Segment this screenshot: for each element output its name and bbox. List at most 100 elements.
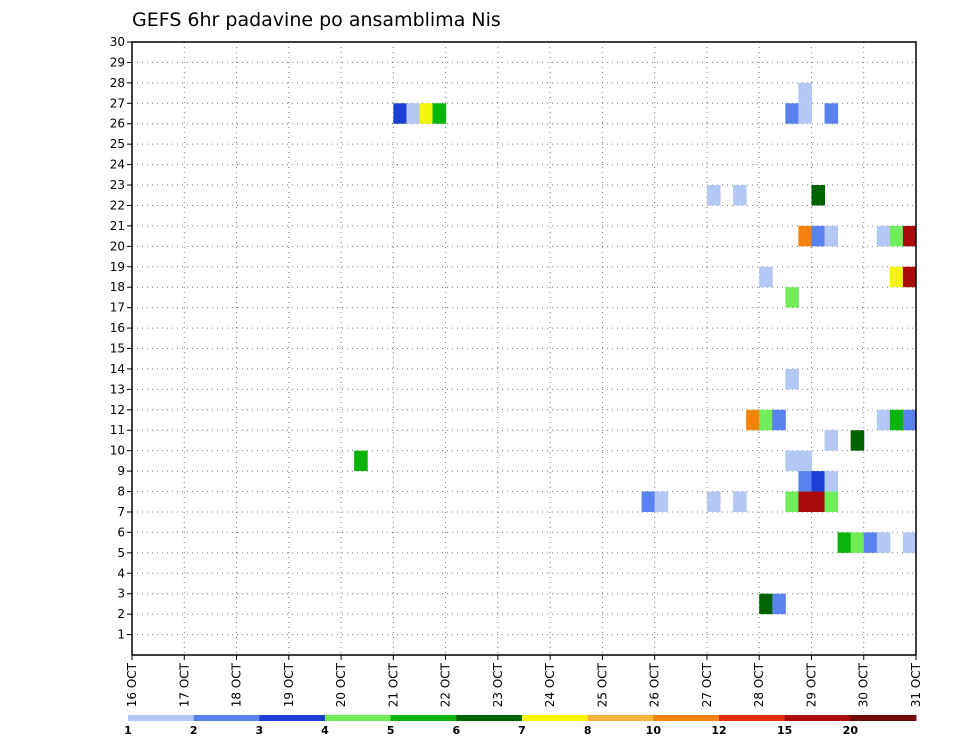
legend-swatch: [850, 715, 917, 721]
y-tick-label: 30: [110, 35, 125, 49]
heatmap-cell: [798, 103, 812, 124]
heatmap-cell: [850, 430, 865, 451]
heatmap-cell: [811, 185, 826, 206]
legend-swatch: [390, 715, 457, 721]
legend-swatch: [719, 715, 786, 721]
axis-ticks: [127, 41, 917, 660]
heatmap-cell: [706, 185, 721, 206]
heatmap-cell: [654, 491, 669, 512]
heatmap-cell: [706, 491, 721, 512]
heatmap-cell: [811, 225, 826, 247]
heatmap-cell: [863, 532, 878, 553]
legend-label: 1: [124, 724, 132, 737]
y-tick-label: 8: [117, 485, 125, 499]
x-tick-label: 29 OCT: [804, 662, 818, 707]
heatmap-cell: [759, 266, 773, 288]
color-legend: 1 2 3 4 5 6 7 8 10 12 15 20: [124, 715, 917, 737]
legend-swatch: [456, 715, 523, 721]
x-tick-label: 27 OCT: [700, 662, 714, 707]
y-tick-label: 7: [117, 505, 125, 519]
heatmap-cell: [785, 103, 799, 124]
y-tick-label: 19: [110, 260, 125, 274]
y-tick-label: 1: [117, 628, 125, 642]
legend-label: 4: [321, 724, 329, 737]
x-tick-label: 22 OCT: [439, 662, 453, 707]
legend-label: 5: [387, 724, 395, 737]
x-tick-label: 23 OCT: [491, 662, 505, 707]
heatmap-cell: [798, 450, 812, 472]
heatmap-cell: [759, 409, 773, 431]
chart-title: GEFS 6hr padavine po ansamblima Nis: [132, 9, 501, 31]
heatmap-cell: [850, 532, 865, 553]
x-tick-label: 21 OCT: [386, 662, 400, 707]
heatmap-cell: [354, 450, 368, 472]
heatmap-cell: [824, 225, 839, 247]
legend-swatch: [128, 715, 195, 721]
heatmap-cell: [889, 266, 904, 288]
y-tick-label: 24: [110, 158, 125, 172]
y-tick-label: 9: [117, 464, 125, 478]
x-tick-label: 26 OCT: [648, 662, 662, 707]
legend-swatch: [259, 715, 326, 721]
heatmap-cell: [785, 287, 799, 308]
heatmap-cell: [902, 409, 917, 431]
y-tick-label: 3: [117, 587, 125, 601]
y-tick-label: 20: [110, 239, 125, 253]
heatmap-cell: [406, 103, 420, 124]
y-tick-label: 14: [110, 362, 125, 376]
plot-frame: [131, 41, 917, 656]
legend-swatch: [587, 715, 654, 721]
legend-label: 12: [711, 724, 726, 737]
y-tick-label: 4: [117, 566, 125, 580]
heatmap-cell: [902, 266, 917, 288]
heatmap-cell: [876, 225, 891, 247]
y-tick-label: 6: [117, 525, 125, 539]
heatmap-cell: [902, 225, 917, 247]
y-tick-label: 26: [110, 117, 125, 131]
heatmap-cell: [811, 471, 826, 492]
x-tick-label: 17 OCT: [177, 662, 191, 707]
y-tick-label: 10: [110, 444, 125, 458]
heatmap-cell: [889, 409, 904, 431]
y-tick-label: 23: [110, 178, 125, 192]
heatmap-cell: [902, 532, 917, 553]
x-tick-label: 20 OCT: [334, 662, 348, 707]
heatmap-cell: [641, 491, 656, 512]
legend-swatch: [653, 715, 720, 721]
x-tick-label: 25 OCT: [595, 662, 609, 707]
heatmap-cell: [393, 103, 407, 124]
heatmap-cell: [746, 409, 760, 431]
heatmap-cell: [824, 103, 839, 124]
legend-swatch: [193, 715, 260, 721]
heatmap-cell: [759, 593, 773, 615]
x-tick-label: 28 OCT: [752, 662, 766, 707]
x-axis-tick-labels: 16 OCT 17 OCT 18 OCT 19 OCT 20 OCT 21 OCT 22 O…: [125, 662, 923, 707]
heatmap-cell: [798, 82, 812, 104]
x-tick-label: 24 OCT: [543, 662, 557, 707]
y-tick-label: 2: [117, 607, 125, 621]
y-tick-label: 25: [110, 137, 125, 151]
heatmap-cell: [824, 471, 839, 492]
heatmap-cell: [837, 532, 852, 553]
heatmap-cell: [432, 103, 447, 124]
y-tick-label: 27: [110, 96, 125, 110]
legend-label: 3: [256, 724, 264, 737]
grid-lines: [132, 42, 916, 655]
heatmap-cell: [785, 368, 799, 390]
legend-label: 7: [518, 724, 526, 737]
legend-label: 8: [584, 724, 592, 737]
y-tick-label: 28: [110, 76, 125, 90]
heatmap-cell: [798, 471, 812, 492]
heatmap-cell: [824, 430, 839, 451]
heatmap-cell: [733, 185, 747, 206]
heatmap-cell: [785, 491, 799, 512]
legend-swatch: [325, 715, 392, 721]
heatmap-cell: [824, 491, 839, 512]
legend-label: 15: [777, 724, 792, 737]
heatmap-cell: [811, 491, 826, 512]
heatmap-cell: [733, 491, 747, 512]
x-tick-label: 18 OCT: [230, 662, 244, 707]
x-tick-label: 19 OCT: [282, 662, 296, 707]
y-axis-tick-labels: 1234567891011121314151617181920212223242…: [110, 35, 125, 642]
x-tick-label: 30 OCT: [857, 662, 871, 707]
